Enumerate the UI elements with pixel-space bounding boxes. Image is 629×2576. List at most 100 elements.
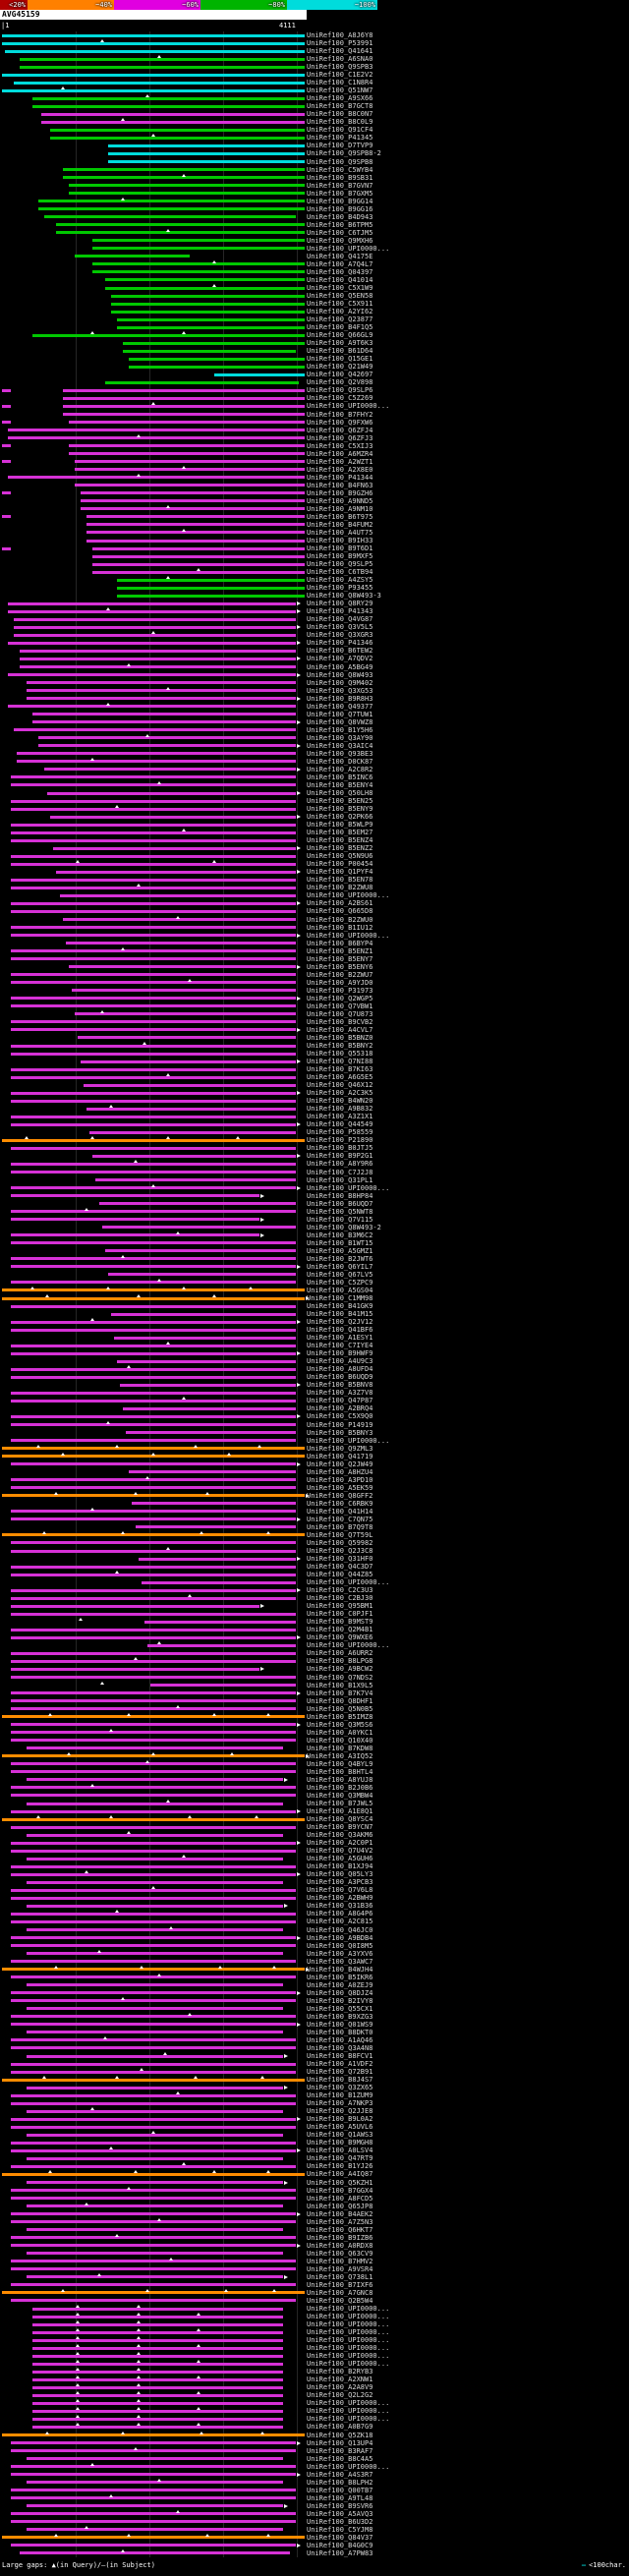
hit-row[interactable]: UniRef100_Q3AWC7: [0, 1958, 629, 1966]
hit-label[interactable]: UniRef100_A2WZT1: [307, 457, 373, 466]
hit-label[interactable]: UniRef100_C5X1W9: [307, 284, 373, 292]
hit-label[interactable]: UniRef100_A2C815: [307, 1918, 373, 1926]
hit-label[interactable]: UniRef100_Q9SPB8: [307, 157, 373, 166]
hit-label[interactable]: UniRef100_Q5EN58: [307, 292, 373, 301]
hit-label[interactable]: UniRef100_Q41BF6: [307, 1326, 373, 1335]
hit-row[interactable]: UniRef100_UPI0000...: [0, 2320, 629, 2328]
hit-row[interactable]: UniRef100_A8YUJ8: [0, 1776, 629, 1784]
hit-label[interactable]: UniRef100_Q6ZFJ4: [307, 426, 373, 434]
hit-label[interactable]: UniRef100_A9VSR4: [307, 2264, 373, 2273]
hit-row[interactable]: UniRef100_C6TJM5: [0, 228, 629, 237]
hit-row[interactable]: UniRef100_A2C0P1: [0, 1839, 629, 1847]
hit-label[interactable]: UniRef100_B4D943: [307, 212, 373, 221]
hit-label[interactable]: UniRef100_B9P2G1: [307, 1152, 373, 1161]
hit-label[interactable]: UniRef100_P00454: [307, 860, 373, 869]
hit-label[interactable]: UniRef100_Q72B91: [307, 2068, 373, 2077]
hit-row[interactable]: UniRef100_A3YXV6: [0, 1949, 629, 1958]
hit-row[interactable]: UniRef100_C1MM98: [0, 1294, 629, 1302]
hit-row[interactable]: UniRef100_Q50LH8: [0, 789, 629, 797]
hit-label[interactable]: UniRef100_Q665D8: [307, 907, 373, 916]
hit-label[interactable]: UniRef100_B9IH33: [307, 537, 373, 544]
hit-label[interactable]: UniRef100_Q2WGP5: [307, 994, 373, 1002]
hit-label[interactable]: UniRef100_B8DKT0: [307, 2028, 373, 2036]
hit-label[interactable]: UniRef100_B5WLP9: [307, 821, 373, 830]
hit-label[interactable]: UniRef100_B9MXF5: [307, 552, 373, 561]
hit-label[interactable]: UniRef100_P93455: [307, 584, 373, 593]
hit-row[interactable]: UniRef100_A5GUH6: [0, 1855, 629, 1862]
hit-row[interactable]: UniRef100_Q00TB7: [0, 2487, 629, 2494]
hit-row[interactable]: UniRef100_B5EN78: [0, 876, 629, 884]
hit-row[interactable]: UniRef100_A2WZT1: [0, 458, 629, 466]
hit-row[interactable]: UniRef100_P93455: [0, 584, 629, 592]
hit-label[interactable]: UniRef100_A4IQ87: [307, 2170, 373, 2179]
hit-label[interactable]: UniRef100_Q15GE1: [307, 355, 373, 364]
hit-label[interactable]: UniRef100_B8FCV1: [307, 2052, 373, 2060]
hit-row[interactable]: UniRef100_Q4175E: [0, 253, 629, 260]
hit-label[interactable]: UniRef100_B6UQD9: [307, 1373, 373, 1382]
hit-label[interactable]: UniRef100_Q41719: [307, 1452, 373, 1460]
hit-row[interactable]: UniRef100_Q23877: [0, 315, 629, 323]
hit-label[interactable]: UniRef100_B9L0A2: [307, 2115, 373, 2124]
hit-row[interactable]: UniRef100_A5GS04: [0, 1286, 629, 1294]
hit-row[interactable]: UniRef100_Q41641: [0, 47, 629, 55]
hit-label[interactable]: UniRef100_B5ENY9: [307, 805, 373, 814]
hit-row[interactable]: UniRef100_Q67LV5: [0, 1271, 629, 1279]
hit-label[interactable]: UniRef100_A8UFD4: [307, 1365, 373, 1374]
hit-row[interactable]: UniRef100_UPI0000...: [0, 2462, 629, 2471]
hit-row[interactable]: UniRef100_A8FCD5: [0, 2195, 629, 2203]
hit-label[interactable]: UniRef100_B7GGX4: [307, 2186, 373, 2195]
hit-row[interactable]: UniRef100_B41M15: [0, 1310, 629, 1318]
hit-label[interactable]: UniRef100_Q7NI88: [307, 1058, 373, 1066]
hit-label[interactable]: UniRef100_A5GS04: [307, 1286, 373, 1294]
hit-row[interactable]: UniRef100_C5X1W9: [0, 284, 629, 292]
hit-row[interactable]: UniRef100_B5IKR6: [0, 1973, 629, 1981]
hit-row[interactable]: UniRef100_B5ENY6: [0, 963, 629, 971]
hit-label[interactable]: UniRef100_B5ENZ4: [307, 836, 373, 845]
hit-label[interactable]: UniRef100_B9GG16: [307, 204, 373, 213]
hit-label[interactable]: UniRef100_Q31HF0: [307, 1555, 373, 1564]
hit-row[interactable]: UniRef100_Q95BM1: [0, 1602, 629, 1610]
hit-label[interactable]: UniRef100_Q3XGR3: [307, 631, 373, 640]
hit-label[interactable]: UniRef100_B7FHY2: [307, 410, 373, 419]
hit-label[interactable]: UniRef100_B2IVY8: [307, 1996, 373, 2005]
hit-row[interactable]: UniRef100_B5ENY4: [0, 780, 629, 789]
hit-row[interactable]: UniRef100_B9IH33: [0, 537, 629, 544]
hit-label[interactable]: UniRef100_Q8VWZ8: [307, 717, 373, 726]
hit-label[interactable]: UniRef100_B5BNY3: [307, 1428, 373, 1437]
hit-row[interactable]: UniRef100_Q42697: [0, 371, 629, 378]
hit-row[interactable]: UniRef100_Q84V37: [0, 2533, 629, 2542]
hit-row[interactable]: UniRef100_Q8RY29: [0, 600, 629, 607]
hit-row[interactable]: UniRef100_B3RAF7: [0, 2446, 629, 2455]
hit-row[interactable]: UniRef100_B9CVB2: [0, 1018, 629, 1026]
hit-label[interactable]: UniRef100_C6TB94: [307, 568, 373, 577]
hit-label[interactable]: UniRef100_B1Y5H6: [307, 725, 373, 734]
hit-label[interactable]: UniRef100_B2ZWU8: [307, 884, 373, 892]
hit-row[interactable]: UniRef100_B5INC6: [0, 773, 629, 781]
hit-label[interactable]: UniRef100_UPI0000...: [307, 2336, 390, 2345]
hit-row[interactable]: UniRef100_A3IQ52: [0, 1751, 629, 1760]
hit-label[interactable]: UniRef100_C5X9Q0: [307, 1412, 373, 1421]
hit-label[interactable]: UniRef100_B9GZH6: [307, 488, 373, 497]
hit-row[interactable]: UniRef100_B8HP84: [0, 1192, 629, 1200]
hit-label[interactable]: UniRef100_A4S3R7: [307, 2470, 373, 2479]
hit-label[interactable]: UniRef100_B5ENY4: [307, 780, 373, 789]
hit-row[interactable]: UniRef100_A9NND5: [0, 497, 629, 505]
hit-label[interactable]: UniRef100_B9GG14: [307, 197, 373, 205]
hit-label[interactable]: UniRef100_C5YJM8: [307, 2525, 373, 2534]
hit-row[interactable]: UniRef100_Q10X40: [0, 1737, 629, 1745]
hit-label[interactable]: UniRef100_B6BYP4: [307, 939, 373, 947]
hit-label[interactable]: UniRef100_A7Z5N3: [307, 2217, 373, 2226]
hit-row[interactable]: UniRef100_B8C4A5: [0, 2455, 629, 2463]
hit-row[interactable]: UniRef100_Q3AIC4: [0, 742, 629, 750]
hit-row[interactable]: UniRef100_UPI0000...: [0, 2313, 629, 2320]
hit-row[interactable]: UniRef100_B9IZB6: [0, 2233, 629, 2242]
hit-label[interactable]: UniRef100_A3YXV6: [307, 1949, 373, 1958]
hit-row[interactable]: UniRef100_Q31B36: [0, 1902, 629, 1910]
hit-row[interactable]: UniRef100_B8LPH2: [0, 2478, 629, 2487]
hit-row[interactable]: UniRef100_C5YJM8: [0, 2525, 629, 2534]
hit-row[interactable]: UniRef100_P58559: [0, 1128, 629, 1136]
hit-label[interactable]: UniRef100_Q04397: [307, 267, 373, 276]
hit-label[interactable]: UniRef100_Q8W493: [307, 670, 373, 679]
hit-label[interactable]: UniRef100_Q01WS9: [307, 2020, 373, 2029]
hit-row[interactable]: UniRef100_A8UFD4: [0, 1365, 629, 1373]
